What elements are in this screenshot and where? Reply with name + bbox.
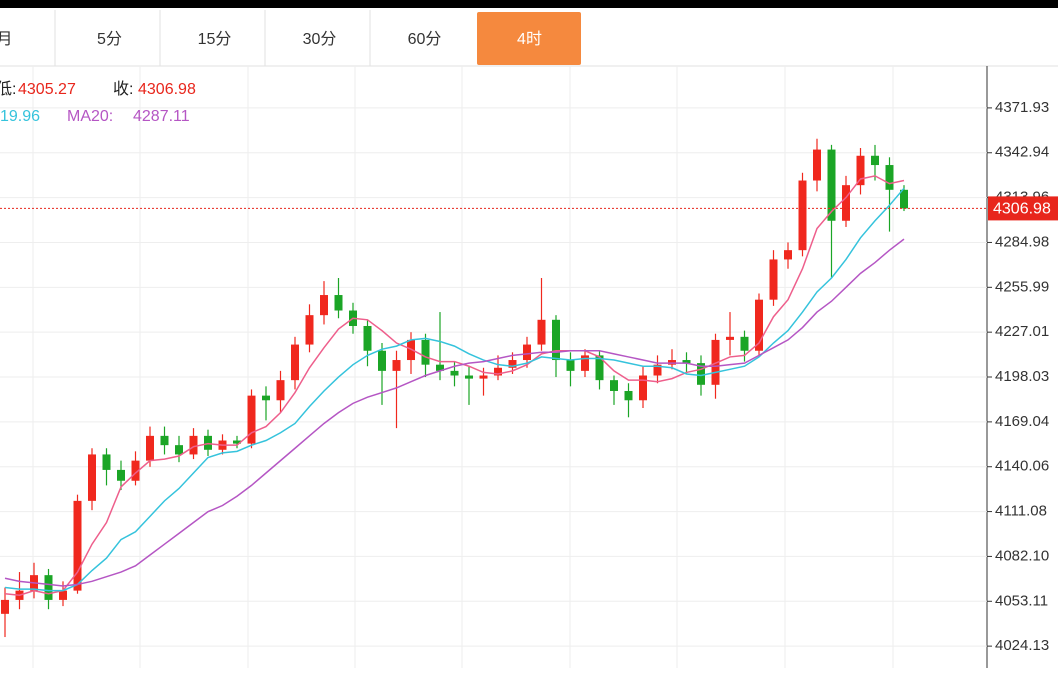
candle-body xyxy=(189,435,198,455)
candle-body xyxy=(697,363,705,385)
candle-body xyxy=(624,390,633,401)
ma-line xyxy=(4,238,905,587)
candle-body xyxy=(784,250,792,260)
y-tick-label: 4140.06 xyxy=(995,458,1049,475)
time-grid xyxy=(32,66,894,668)
ma10-value: 19.96 xyxy=(0,108,40,125)
candle-body xyxy=(160,435,169,446)
tab[interactable]: 5分 xyxy=(97,30,122,48)
candle-body xyxy=(740,336,749,351)
candle-body xyxy=(276,380,285,401)
y-tick-label: 4284.98 xyxy=(995,233,1049,250)
candle-body xyxy=(552,319,560,361)
candle-body xyxy=(363,325,372,351)
candle-body xyxy=(900,189,908,209)
candle-body xyxy=(146,435,154,461)
candle-body xyxy=(436,364,444,371)
candle-body xyxy=(639,375,647,401)
y-tick-label: 4255.99 xyxy=(995,278,1049,295)
candle-body xyxy=(233,440,241,444)
candle-body xyxy=(378,350,386,371)
candle-body xyxy=(885,165,894,190)
candle-body xyxy=(131,460,140,481)
candle-body xyxy=(653,364,662,376)
candle-body xyxy=(73,500,82,591)
candle-body xyxy=(842,185,850,221)
candle-body xyxy=(44,575,53,600)
candle-body xyxy=(798,180,807,251)
candle-body xyxy=(494,367,502,376)
candle-body xyxy=(479,375,488,379)
candle-body xyxy=(117,469,125,481)
candle-body xyxy=(827,149,836,221)
tab[interactable]: 60分 xyxy=(408,30,442,48)
candle-body xyxy=(813,149,821,181)
candle-body xyxy=(247,395,256,444)
candle-body xyxy=(334,295,343,311)
candle-body xyxy=(523,344,531,361)
close-label: 收: xyxy=(113,80,133,98)
candle-body xyxy=(566,360,575,371)
candle-body xyxy=(1,599,9,614)
top-bar xyxy=(0,0,1058,8)
tab-active-bg xyxy=(477,12,581,65)
y-tick-label: 4227.01 xyxy=(995,323,1049,340)
candle-body xyxy=(204,435,212,450)
candle-body xyxy=(769,259,778,300)
candle-body xyxy=(726,336,734,340)
candle-body xyxy=(175,445,183,455)
candle-body xyxy=(421,339,430,365)
tab[interactable]: 月 xyxy=(0,31,13,48)
candle-body xyxy=(59,590,67,600)
y-tick-label: 4053.11 xyxy=(995,592,1048,609)
candle-body xyxy=(465,375,473,379)
candle-body xyxy=(320,295,328,316)
ma20-value: 4287.11 xyxy=(133,108,190,125)
close-value: 4306.98 xyxy=(138,81,196,98)
price-tag xyxy=(988,196,1058,221)
y-tick-label: 4198.03 xyxy=(995,368,1049,385)
candle-body xyxy=(856,155,865,186)
y-tick-label: 4169.04 xyxy=(995,413,1049,430)
y-tick-label: 4342.94 xyxy=(995,144,1049,161)
low-label: 低: xyxy=(0,80,16,98)
candle-body xyxy=(102,454,111,470)
candle-body xyxy=(392,360,401,371)
candle-body xyxy=(610,380,618,391)
candle-body xyxy=(88,454,96,501)
candle-body xyxy=(537,319,546,345)
y-tick-label: 4024.13 xyxy=(995,637,1049,654)
ma-line xyxy=(4,175,905,597)
candle-body xyxy=(508,360,517,368)
candle-body xyxy=(262,395,270,401)
candle-body xyxy=(755,299,763,351)
candle-body xyxy=(682,360,691,364)
y-tick-label: 4082.10 xyxy=(995,547,1049,564)
tab[interactable]: 4时 xyxy=(517,30,542,48)
y-tick-label: 4111.08 xyxy=(995,503,1047,520)
candle-body xyxy=(668,360,676,365)
tab[interactable]: 15分 xyxy=(198,30,232,48)
y-tick-label: 4371.93 xyxy=(995,99,1049,116)
low-value: 4305.27 xyxy=(18,81,76,98)
candle-body xyxy=(581,355,589,371)
ma20-label: MA20: xyxy=(67,108,113,125)
candle-body xyxy=(871,155,879,166)
price-tag-label: 4306.98 xyxy=(993,201,1051,218)
candle-body xyxy=(595,355,604,381)
candle-body xyxy=(305,315,314,345)
ma-line xyxy=(4,187,905,592)
tab[interactable]: 30分 xyxy=(303,30,337,48)
candle-body xyxy=(450,370,459,376)
candle-body xyxy=(291,344,299,381)
